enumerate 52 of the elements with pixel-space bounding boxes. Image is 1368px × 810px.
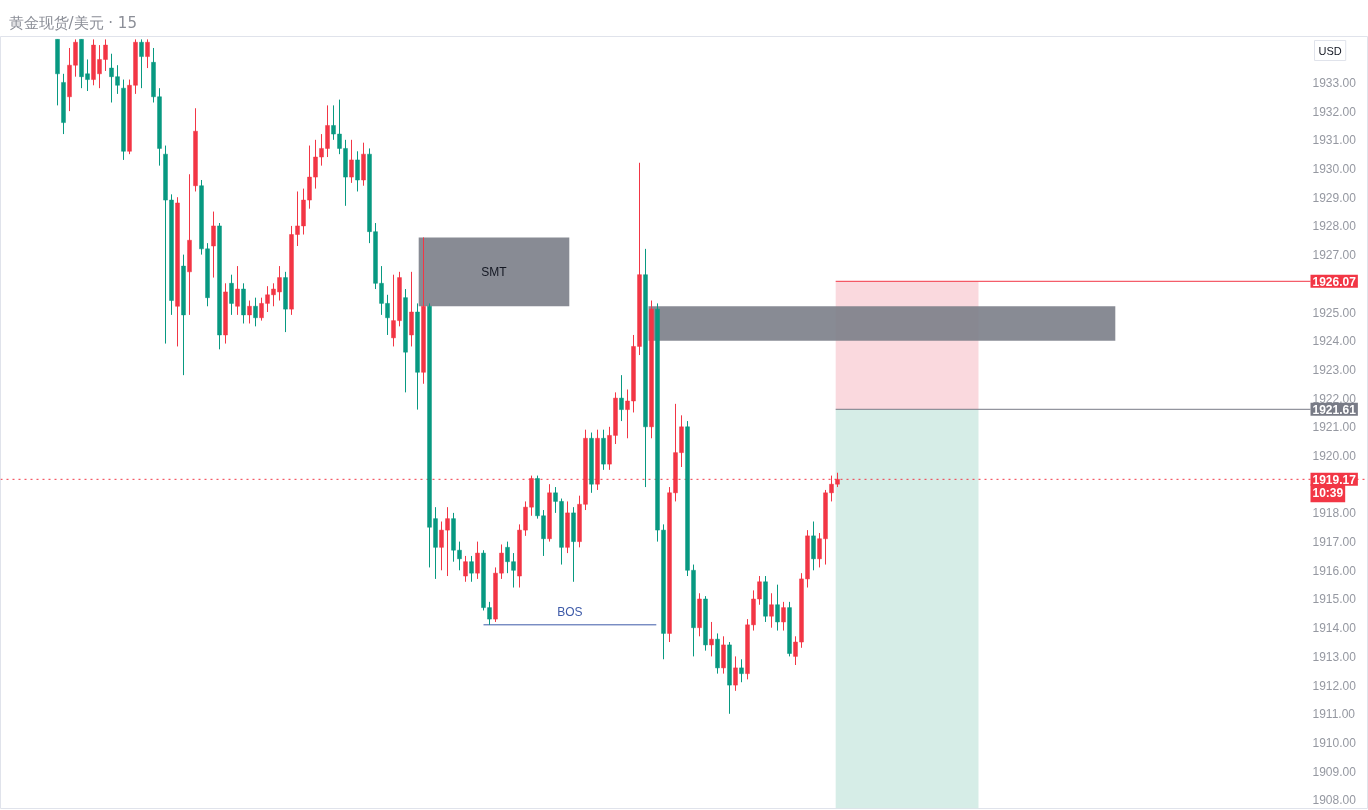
y-axis-title: USD bbox=[1318, 44, 1342, 57]
ref-line-label: 1921.61 bbox=[1312, 402, 1357, 417]
candlestick bbox=[253, 297, 258, 327]
y-tick-label: 1910.00 bbox=[1312, 735, 1357, 750]
candlestick bbox=[139, 38, 144, 89]
y-tick-label: 1930.00 bbox=[1312, 162, 1357, 177]
y-tick-label: 1925.00 bbox=[1312, 305, 1357, 320]
candlestick bbox=[463, 555, 468, 583]
y-tick-label: 1918.00 bbox=[1312, 506, 1357, 521]
y-tick-label: 1921.00 bbox=[1312, 420, 1357, 435]
band-label: SMT bbox=[481, 264, 508, 279]
y-tick-label: 1915.00 bbox=[1312, 592, 1357, 607]
candlestick bbox=[709, 621, 714, 657]
y-tick-label: 1920.00 bbox=[1312, 449, 1357, 463]
candlestick bbox=[721, 635, 726, 675]
candlestick bbox=[145, 38, 150, 69]
y-tick-label: 1924.00 bbox=[1312, 334, 1357, 349]
candlestick bbox=[781, 601, 786, 632]
y-tick-label: 1933.00 bbox=[1312, 75, 1357, 90]
y-tick-label: 1928.00 bbox=[1312, 219, 1357, 234]
candlestick bbox=[235, 265, 240, 316]
y-tick-label: 1929.00 bbox=[1312, 190, 1357, 205]
y-tick-label: 1912.00 bbox=[1312, 678, 1357, 693]
candlestick bbox=[211, 211, 216, 279]
ref-line-label: 1919.17 10:39 bbox=[1312, 472, 1357, 501]
y-tick-label: 1913.00 bbox=[1312, 649, 1357, 664]
ref-line-label: BOS bbox=[557, 604, 583, 619]
candlestick bbox=[469, 555, 474, 583]
candlestick bbox=[619, 374, 624, 422]
candlestick bbox=[769, 592, 774, 629]
y-tick-label: 1914.00 bbox=[1312, 621, 1357, 636]
y-tick-label: 1932.00 bbox=[1312, 104, 1357, 119]
y-tick-label: 1923.00 bbox=[1312, 362, 1357, 377]
y-tick-label: 1931.00 bbox=[1312, 133, 1357, 148]
candlestick bbox=[811, 521, 816, 571]
candlestick bbox=[349, 139, 354, 184]
chart-title: 黄金现货/美元 · 15 bbox=[8, 13, 137, 32]
y-tick-label: 1927.00 bbox=[1312, 248, 1357, 263]
y-tick-label: 1917.00 bbox=[1312, 535, 1357, 550]
candlestick bbox=[229, 274, 234, 316]
candlestick bbox=[775, 584, 780, 632]
y-tick-label: 1909.00 bbox=[1312, 764, 1357, 779]
candlestick bbox=[247, 300, 252, 324]
candlestick bbox=[409, 271, 414, 347]
candlestick bbox=[733, 655, 738, 692]
candlestick bbox=[475, 541, 480, 580]
candlestick bbox=[355, 150, 360, 192]
y-tick-label: 1908.00 bbox=[1312, 793, 1357, 808]
y-tick-label: 1916.00 bbox=[1312, 563, 1357, 578]
candlestick bbox=[739, 658, 744, 683]
ref-line-label: 1926.07 bbox=[1312, 274, 1357, 289]
y-tick-label: 1911.00 bbox=[1312, 707, 1356, 722]
